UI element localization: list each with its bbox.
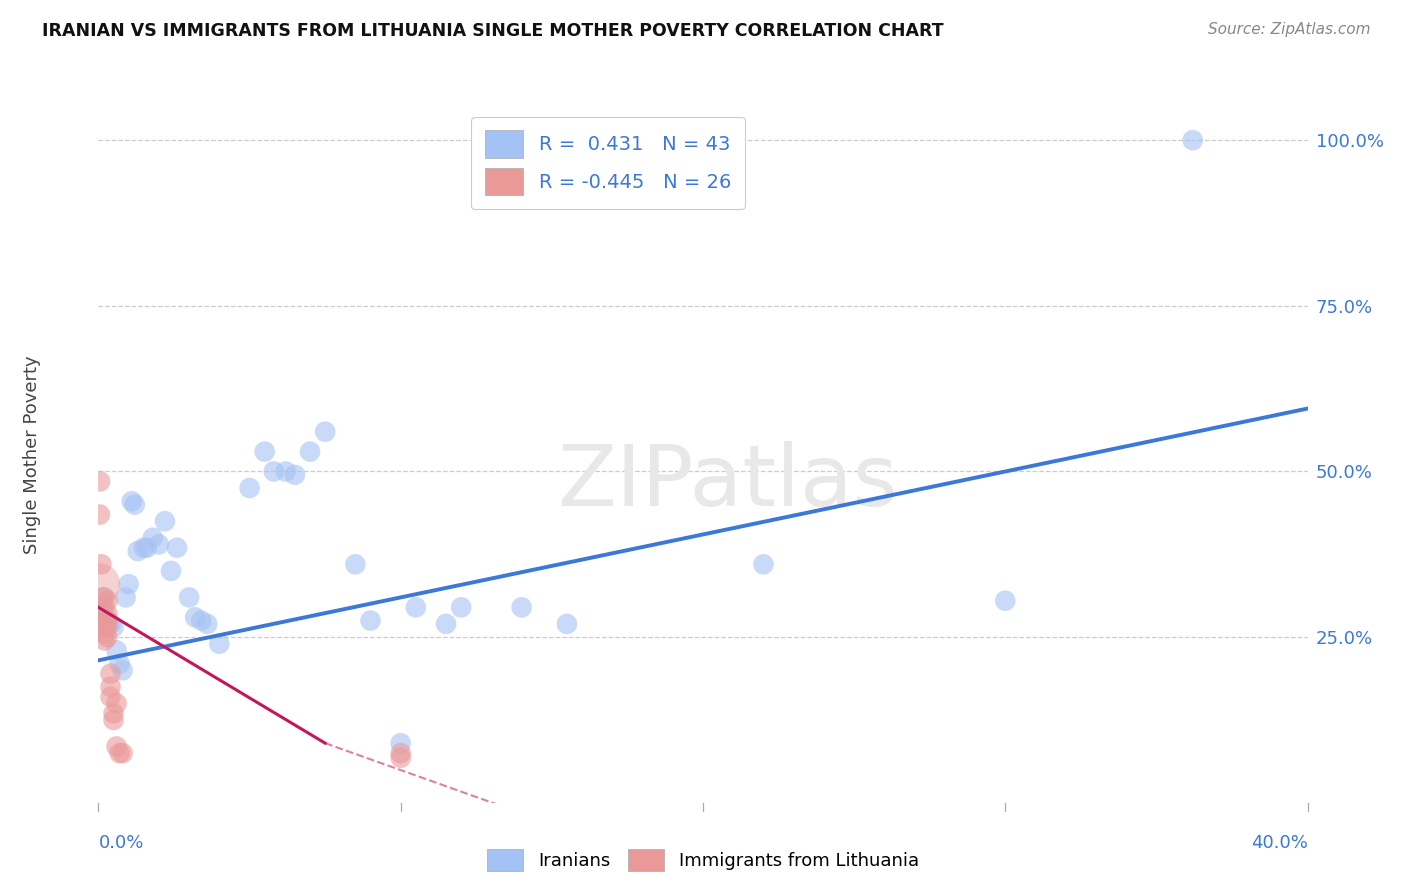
- Point: [184, 610, 207, 624]
- Point: [405, 600, 427, 615]
- Point: [299, 444, 322, 458]
- Point: [93, 614, 115, 628]
- Point: [103, 706, 125, 721]
- Point: [103, 713, 125, 727]
- Point: [127, 544, 149, 558]
- Point: [314, 425, 336, 439]
- Point: [105, 643, 128, 657]
- Point: [1181, 133, 1204, 147]
- Point: [89, 475, 111, 489]
- Point: [148, 537, 170, 551]
- Point: [96, 630, 118, 644]
- Point: [96, 614, 118, 628]
- Point: [93, 627, 115, 641]
- Point: [89, 508, 111, 522]
- Point: [93, 633, 115, 648]
- Point: [239, 481, 262, 495]
- Text: 0.0%: 0.0%: [98, 834, 143, 852]
- Point: [360, 614, 382, 628]
- Point: [179, 591, 201, 605]
- Point: [105, 697, 128, 711]
- Point: [105, 739, 128, 754]
- Point: [153, 514, 176, 528]
- Point: [284, 467, 307, 482]
- Point: [90, 558, 112, 572]
- Point: [111, 663, 134, 677]
- Point: [434, 616, 457, 631]
- Point: [96, 607, 118, 621]
- Point: [389, 746, 412, 760]
- Point: [103, 620, 125, 634]
- Point: [274, 465, 297, 479]
- Text: ZIPatlas: ZIPatlas: [557, 442, 897, 524]
- Point: [389, 736, 412, 750]
- Point: [93, 620, 115, 634]
- Point: [263, 465, 285, 479]
- Point: [132, 541, 155, 555]
- Point: [510, 600, 533, 615]
- Point: [100, 616, 122, 631]
- Point: [93, 600, 115, 615]
- Text: Source: ZipAtlas.com: Source: ZipAtlas.com: [1208, 22, 1371, 37]
- Point: [89, 577, 111, 591]
- Point: [100, 680, 122, 694]
- Point: [135, 541, 157, 555]
- Point: [253, 444, 276, 458]
- Point: [90, 604, 112, 618]
- Point: [100, 666, 122, 681]
- Legend: R =  0.431   N = 43, R = -0.445   N = 26: R = 0.431 N = 43, R = -0.445 N = 26: [471, 117, 745, 209]
- Point: [450, 600, 472, 615]
- Point: [142, 531, 165, 545]
- Point: [100, 690, 122, 704]
- Point: [994, 593, 1017, 607]
- Point: [121, 494, 143, 508]
- Point: [118, 577, 141, 591]
- Point: [195, 616, 218, 631]
- Point: [344, 558, 367, 572]
- Text: Single Mother Poverty: Single Mother Poverty: [22, 356, 41, 554]
- Point: [108, 657, 131, 671]
- Point: [160, 564, 183, 578]
- Point: [124, 498, 146, 512]
- Point: [96, 620, 118, 634]
- Point: [114, 591, 136, 605]
- Point: [91, 591, 114, 605]
- Point: [166, 541, 188, 555]
- Point: [108, 746, 131, 760]
- Point: [93, 591, 115, 605]
- Point: [555, 616, 578, 631]
- Legend: Iranians, Immigrants from Lithuania: Iranians, Immigrants from Lithuania: [479, 842, 927, 879]
- Text: IRANIAN VS IMMIGRANTS FROM LITHUANIA SINGLE MOTHER POVERTY CORRELATION CHART: IRANIAN VS IMMIGRANTS FROM LITHUANIA SIN…: [42, 22, 943, 40]
- Point: [96, 614, 118, 628]
- Point: [389, 750, 412, 764]
- Point: [111, 746, 134, 760]
- Point: [752, 558, 775, 572]
- Point: [96, 593, 118, 607]
- Point: [190, 614, 212, 628]
- Text: 40.0%: 40.0%: [1251, 834, 1308, 852]
- Point: [208, 637, 231, 651]
